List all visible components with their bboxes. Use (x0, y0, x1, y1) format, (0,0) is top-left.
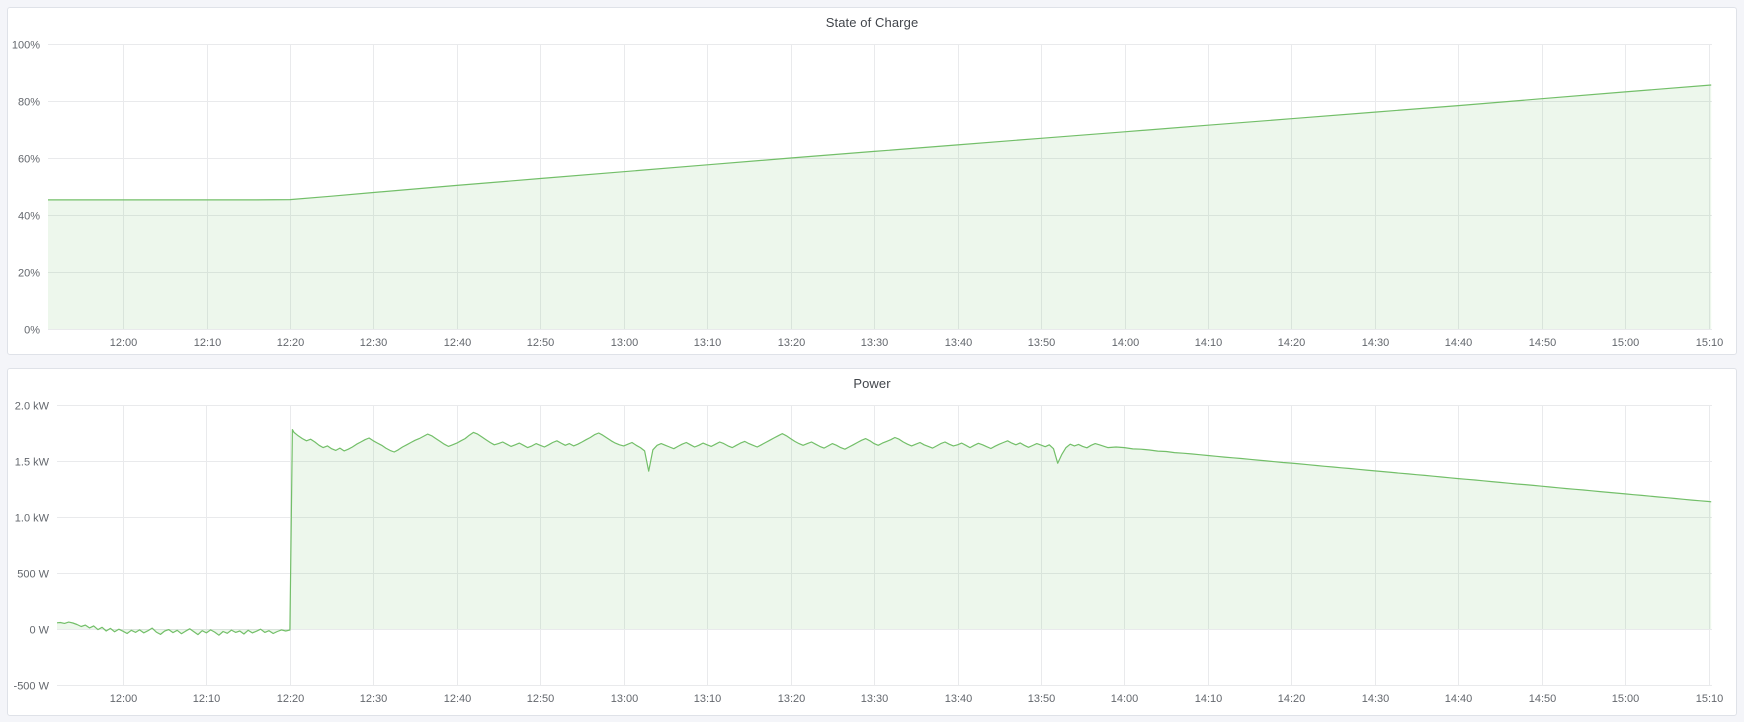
svg-text:15:00: 15:00 (1612, 693, 1640, 705)
svg-text:14:20: 14:20 (1278, 337, 1306, 349)
svg-text:12:50: 12:50 (527, 693, 555, 705)
svg-text:13:10: 13:10 (694, 337, 722, 349)
svg-text:14:50: 14:50 (1529, 693, 1557, 705)
svg-text:14:40: 14:40 (1445, 337, 1473, 349)
panel-header-state-of-charge[interactable]: State of Charge (8, 8, 1736, 36)
svg-text:60%: 60% (18, 154, 40, 166)
svg-text:12:50: 12:50 (527, 337, 555, 349)
svg-text:15:10: 15:10 (1696, 693, 1724, 705)
svg-text:100%: 100% (12, 40, 40, 52)
svg-text:1.5 kW: 1.5 kW (15, 457, 50, 469)
svg-text:14:00: 14:00 (1112, 337, 1140, 349)
svg-text:14:10: 14:10 (1195, 693, 1223, 705)
svg-text:15:10: 15:10 (1696, 337, 1724, 349)
svg-text:14:30: 14:30 (1362, 337, 1390, 349)
panel-power: Power -500 W 0 W 500 W 1.0 kW 1.5 kW 2.0 kW 12… (7, 368, 1737, 716)
svg-text:12:20: 12:20 (277, 693, 305, 705)
svg-text:13:40: 13:40 (945, 693, 973, 705)
svg-text:13:50: 13:50 (1028, 337, 1056, 349)
svg-text:13:00: 13:00 (611, 693, 639, 705)
svg-text:14:40: 14:40 (1445, 693, 1473, 705)
svg-text:13:20: 13:20 (778, 337, 806, 349)
svg-text:20%: 20% (18, 268, 40, 280)
svg-text:1.0 kW: 1.0 kW (15, 513, 50, 525)
panel-title-power[interactable]: Power (853, 375, 891, 391)
svg-text:12:40: 12:40 (444, 693, 472, 705)
svg-text:15:00: 15:00 (1612, 337, 1640, 349)
svg-text:40%: 40% (18, 211, 40, 223)
svg-text:12:10: 12:10 (194, 337, 222, 349)
svg-text:0 W: 0 W (29, 625, 49, 637)
svg-text:14:30: 14:30 (1362, 693, 1390, 705)
svg-text:500 W: 500 W (17, 569, 49, 581)
svg-text:13:10: 13:10 (694, 693, 722, 705)
svg-text:0%: 0% (24, 325, 40, 337)
svg-text:12:00: 12:00 (110, 693, 138, 705)
svg-text:12:00: 12:00 (110, 337, 138, 349)
svg-text:14:20: 14:20 (1278, 693, 1306, 705)
svg-text:13:40: 13:40 (945, 337, 973, 349)
power-chart[interactable]: -500 W 0 W 500 W 1.0 kW 1.5 kW 2.0 kW 12:00 12:… (8, 397, 1736, 715)
svg-text:13:50: 13:50 (1028, 693, 1056, 705)
svg-text:-500 W: -500 W (14, 681, 50, 693)
panel-title-state-of-charge[interactable]: State of Charge (825, 14, 919, 30)
svg-text:14:50: 14:50 (1529, 337, 1557, 349)
svg-text:12:40: 12:40 (444, 337, 472, 349)
svg-text:12:30: 12:30 (360, 693, 388, 705)
svg-text:13:30: 13:30 (861, 337, 889, 349)
panel-state-of-charge: State of Charge 0% 20% 40% 60% 80% 100% 12:00 1… (7, 7, 1737, 355)
svg-text:2.0 kW: 2.0 kW (15, 401, 50, 413)
svg-text:13:20: 13:20 (778, 693, 806, 705)
svg-text:14:00: 14:00 (1111, 693, 1139, 705)
svg-text:14:10: 14:10 (1195, 337, 1223, 349)
svg-text:13:30: 13:30 (861, 693, 889, 705)
state-of-charge-chart[interactable]: 0% 20% 40% 60% 80% 100% 12:00 12:10 12:20 12:30 12… (8, 36, 1736, 354)
svg-text:13:00: 13:00 (611, 337, 639, 349)
svg-text:80%: 80% (18, 97, 40, 109)
svg-text:12:10: 12:10 (193, 693, 221, 705)
panel-header-power[interactable]: Power (8, 369, 1736, 397)
svg-text:12:20: 12:20 (277, 337, 305, 349)
svg-text:12:30: 12:30 (360, 337, 388, 349)
